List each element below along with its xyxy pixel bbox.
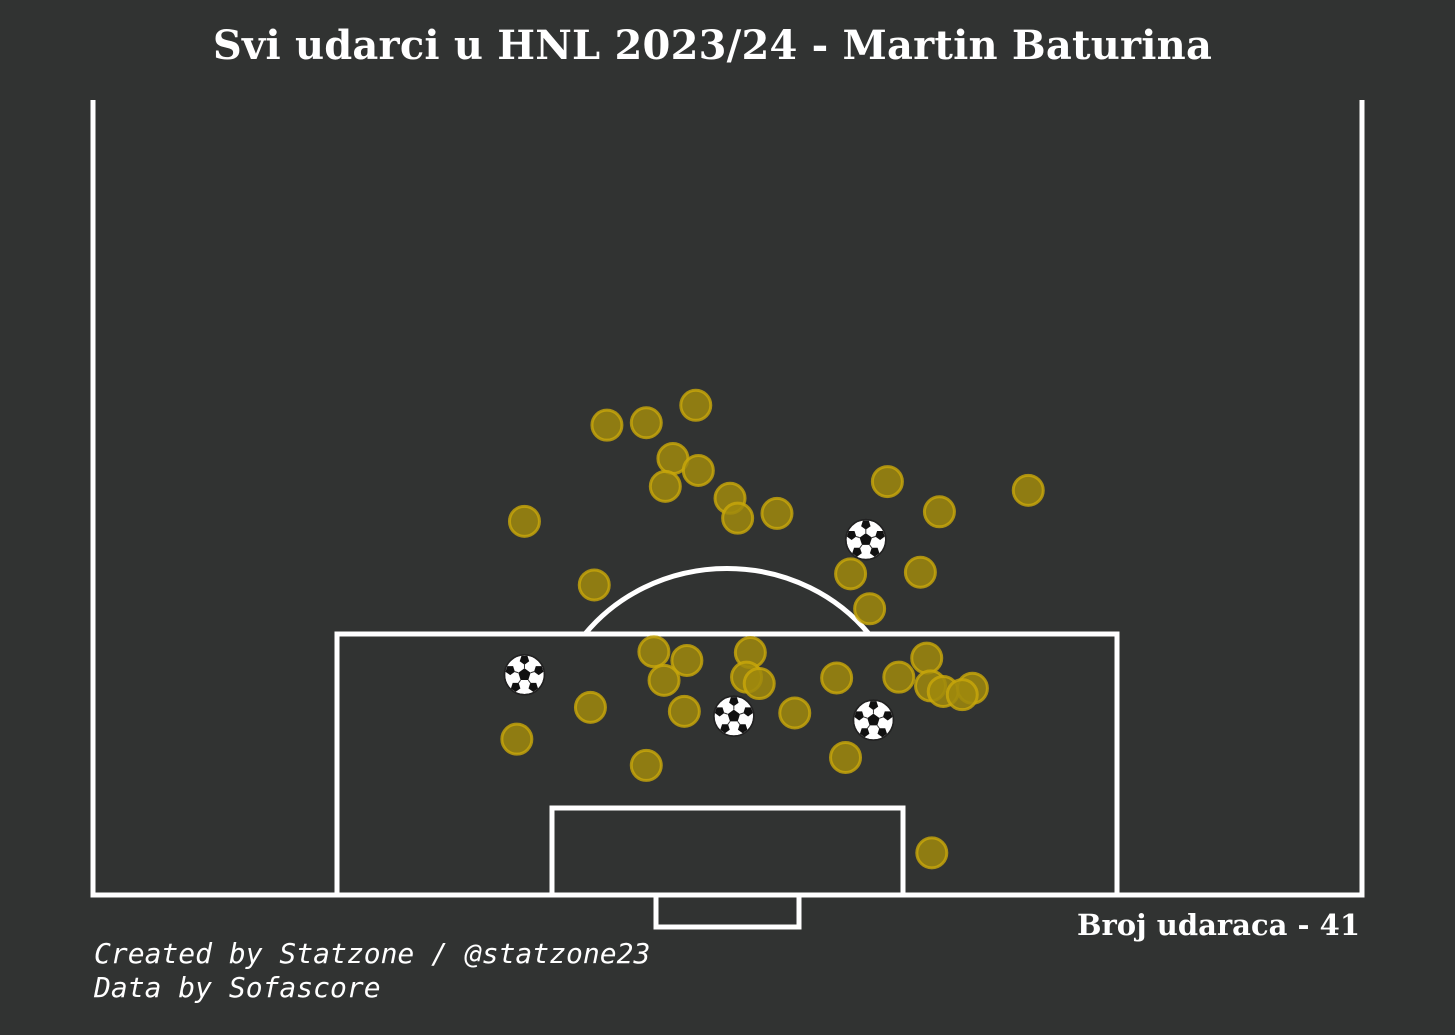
shot-marker: [829, 740, 863, 774]
credit-line-data-source: Data by Sofascore: [94, 971, 381, 1004]
shot-marker: [870, 465, 904, 499]
shot-marker: [915, 836, 949, 870]
shot-marker: [637, 635, 671, 669]
shot-marker: [629, 748, 663, 782]
shot-marker: [853, 592, 887, 626]
shot-marker: [760, 496, 794, 530]
shot-marker: [778, 696, 812, 730]
credit-line-creator: Created by Statzone / @statzone23: [94, 937, 651, 970]
shot-marker: [507, 504, 541, 538]
shot-marker: [945, 678, 979, 712]
shot-marker: [590, 408, 624, 442]
six-yard-box: [549, 805, 906, 898]
shot-marker: [882, 660, 916, 694]
goals-layer: [503, 518, 895, 741]
shot-marker: [647, 663, 681, 697]
shot-count-label: Broj udaraca - 41: [1077, 908, 1360, 942]
shot-marker: [681, 453, 715, 487]
penalty-area: [334, 631, 1120, 898]
shot-marker: [922, 495, 956, 529]
shot-marker: [670, 643, 704, 677]
shot-marker: [721, 501, 755, 535]
goal-frame: [653, 892, 802, 930]
shot-marker: [573, 690, 607, 724]
pitch-lines: [90, 100, 1365, 930]
shot-marker: [820, 661, 854, 695]
goal-ball-icon: [503, 654, 546, 696]
shot-marker: [903, 555, 937, 589]
shot-marker: [742, 667, 776, 701]
penalty-arc: [583, 565, 871, 636]
shot-marker: [834, 557, 868, 591]
goal-ball-icon: [845, 518, 887, 561]
shot-marker: [910, 641, 944, 675]
shot-marker: [500, 722, 534, 756]
shot-marker: [667, 694, 701, 728]
shots-layer: [500, 388, 1045, 870]
shot-marker: [577, 568, 611, 602]
goal-ball-icon: [852, 699, 895, 741]
goal-ball-icon: [713, 695, 755, 737]
chart-title: Svi udarci u HNL 2023/24 - Martin Baturi…: [212, 22, 1213, 69]
shot-marker: [1011, 473, 1045, 507]
shot-marker: [629, 406, 663, 440]
shot-marker: [648, 469, 682, 503]
shot-marker: [679, 388, 713, 422]
